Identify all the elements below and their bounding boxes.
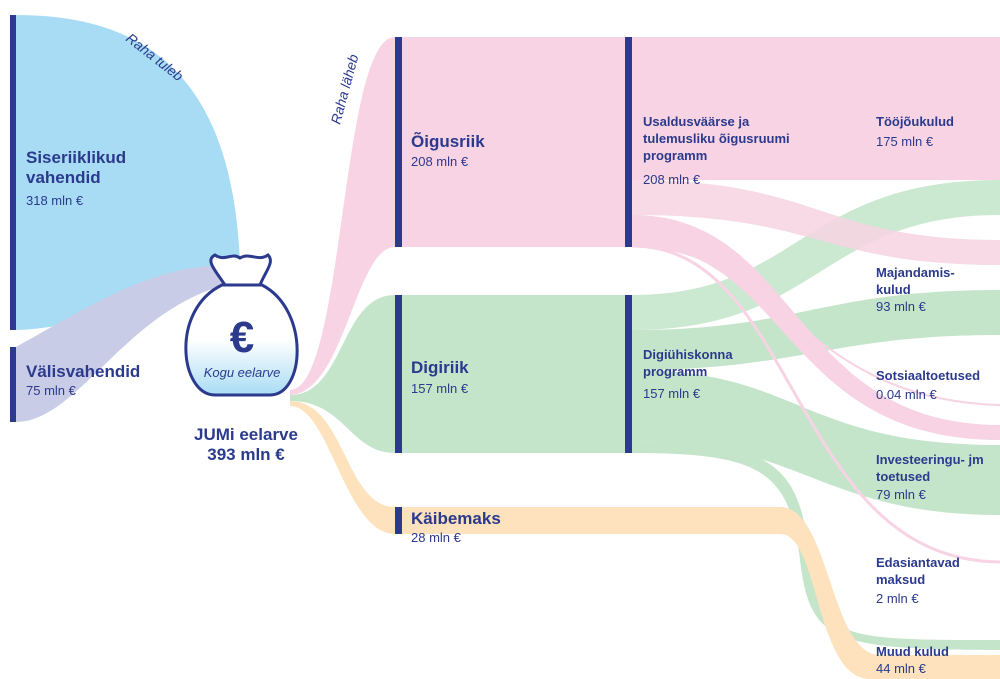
area-amount: 157 mln €	[411, 381, 469, 396]
source-amount: 318 mln €	[26, 193, 84, 208]
cost-amount: 2 mln €	[876, 591, 919, 606]
center-amount: 393 mln €	[207, 445, 285, 464]
flow	[632, 290, 1000, 370]
program-amount: 157 mln €	[643, 386, 701, 401]
area-amount: 208 mln €	[411, 154, 469, 169]
node-bars	[10, 15, 632, 534]
flow	[290, 37, 395, 395]
cost-label: Muud kulud	[876, 644, 949, 659]
euro-symbol: €	[230, 313, 254, 362]
flow	[632, 370, 1000, 515]
cost-amount: 0.04 mln €	[876, 387, 937, 402]
cost-label: Investeeringu- jm toetused	[876, 452, 984, 484]
source-label: Välisvahendid	[26, 362, 141, 381]
cost-amount: 93 mln €	[876, 299, 926, 314]
money-bag	[184, 253, 299, 397]
cost-label: Majandamis-kulud	[876, 265, 955, 297]
flow	[631, 245, 1000, 406]
source-label: Siseriiklikud vahendid	[26, 148, 127, 187]
flow	[632, 37, 1000, 180]
cost-amount: 79 mln €	[876, 487, 926, 502]
area-amount: 28 mln €	[411, 530, 461, 545]
spending-label: Raha läheb	[327, 52, 361, 126]
area-label: Digiriik	[411, 358, 469, 377]
flow	[632, 440, 1000, 650]
cost-label: Tööjõukulud	[876, 114, 954, 129]
area-label: Käibemaks	[411, 509, 501, 528]
area-label: Õigusriik	[411, 132, 485, 151]
flow	[631, 244, 1000, 564]
flow	[402, 507, 1000, 679]
source-amount: 75 mln €	[26, 383, 76, 398]
flow	[290, 401, 395, 534]
flow	[632, 180, 1000, 330]
bag-label: Kogu eelarve	[204, 365, 281, 380]
flow	[402, 37, 625, 247]
flow	[632, 180, 1000, 265]
cost-label: Sotsiaaltoetused	[876, 368, 981, 383]
cost-amount: 175 mln €	[876, 134, 934, 149]
program-amount: 208 mln €	[643, 172, 701, 187]
program-label: Usaldusväärse ja tulemusliku õigusruumi …	[643, 114, 790, 163]
cost-amount: 44 mln €	[876, 661, 926, 676]
center-title: JUMi eelarve	[194, 425, 298, 444]
flow	[290, 295, 395, 453]
flow	[16, 265, 240, 422]
cost-label: Edasiantavad maksud	[876, 555, 960, 587]
flow	[402, 295, 625, 453]
program-label: Digiühiskonna programm	[643, 347, 733, 379]
flow	[16, 15, 240, 330]
